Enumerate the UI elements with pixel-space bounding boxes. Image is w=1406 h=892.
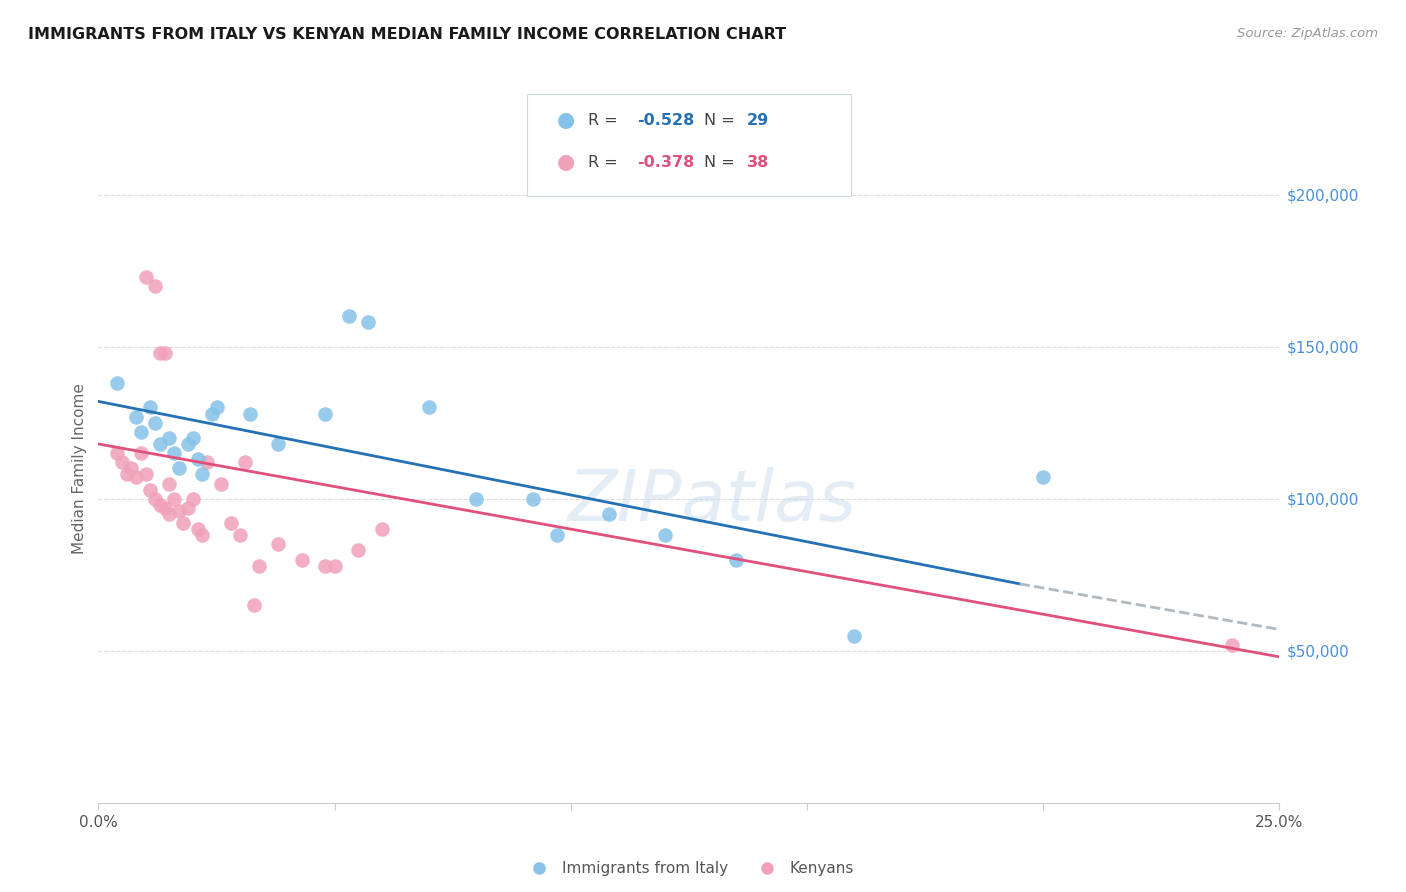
Point bbox=[167, 504, 190, 518]
Point bbox=[195, 455, 218, 469]
Point bbox=[135, 467, 157, 482]
Point bbox=[1032, 470, 1054, 484]
Point bbox=[465, 491, 488, 506]
Point bbox=[172, 516, 194, 530]
Point bbox=[1220, 638, 1243, 652]
Point bbox=[267, 437, 290, 451]
Point bbox=[219, 516, 242, 530]
Point bbox=[314, 407, 336, 421]
Point bbox=[418, 401, 440, 415]
Text: -0.528: -0.528 bbox=[637, 113, 695, 128]
Point bbox=[139, 483, 162, 497]
Point bbox=[191, 467, 214, 482]
Point bbox=[290, 552, 312, 566]
Point bbox=[347, 543, 370, 558]
Point bbox=[163, 491, 186, 506]
Point bbox=[191, 528, 214, 542]
Point bbox=[229, 528, 252, 542]
Y-axis label: Median Family Income: Median Family Income bbox=[72, 383, 87, 554]
Text: Source: ZipAtlas.com: Source: ZipAtlas.com bbox=[1237, 27, 1378, 40]
Point bbox=[105, 376, 128, 391]
Point bbox=[153, 345, 176, 359]
Point bbox=[267, 537, 290, 551]
Point bbox=[181, 491, 204, 506]
Text: ●: ● bbox=[557, 153, 575, 172]
Point bbox=[153, 500, 176, 515]
Point bbox=[139, 401, 162, 415]
Text: N =: N = bbox=[704, 155, 741, 169]
Point bbox=[522, 491, 544, 506]
Point bbox=[105, 446, 128, 460]
Point bbox=[314, 558, 336, 573]
Point bbox=[243, 598, 266, 612]
Point bbox=[149, 498, 172, 512]
Point bbox=[143, 278, 166, 293]
Point bbox=[157, 431, 180, 445]
Point bbox=[163, 446, 186, 460]
Point bbox=[371, 522, 394, 536]
Text: R =: R = bbox=[588, 113, 623, 128]
Point bbox=[844, 628, 866, 642]
Point bbox=[181, 431, 204, 445]
Point bbox=[205, 401, 228, 415]
Point bbox=[135, 269, 157, 284]
Text: R =: R = bbox=[588, 155, 623, 169]
Point bbox=[598, 507, 620, 521]
Point bbox=[323, 558, 346, 573]
Text: 29: 29 bbox=[747, 113, 769, 128]
Point bbox=[654, 528, 676, 542]
Text: ZIPatlas: ZIPatlas bbox=[568, 467, 858, 536]
Point bbox=[129, 425, 152, 439]
Text: IMMIGRANTS FROM ITALY VS KENYAN MEDIAN FAMILY INCOME CORRELATION CHART: IMMIGRANTS FROM ITALY VS KENYAN MEDIAN F… bbox=[28, 27, 786, 42]
Point bbox=[201, 407, 224, 421]
Point bbox=[725, 552, 748, 566]
Point bbox=[129, 446, 152, 460]
Point bbox=[177, 437, 200, 451]
Point bbox=[546, 528, 568, 542]
Text: -0.378: -0.378 bbox=[637, 155, 695, 169]
Point bbox=[233, 455, 256, 469]
Point bbox=[149, 345, 172, 359]
Point bbox=[167, 461, 190, 475]
Point bbox=[143, 416, 166, 430]
Point bbox=[357, 315, 380, 329]
Point bbox=[125, 470, 148, 484]
Point bbox=[121, 461, 143, 475]
Point bbox=[111, 455, 134, 469]
Point bbox=[337, 310, 360, 324]
Text: 38: 38 bbox=[747, 155, 769, 169]
Point bbox=[149, 437, 172, 451]
Point bbox=[209, 476, 232, 491]
Point bbox=[157, 476, 180, 491]
Legend: Immigrants from Italy, Kenyans: Immigrants from Italy, Kenyans bbox=[517, 855, 860, 882]
Point bbox=[239, 407, 262, 421]
Point bbox=[125, 409, 148, 424]
Point bbox=[187, 522, 209, 536]
Point bbox=[247, 558, 270, 573]
Point bbox=[157, 507, 180, 521]
Text: ●: ● bbox=[557, 111, 575, 130]
Point bbox=[177, 500, 200, 515]
Point bbox=[187, 452, 209, 467]
Point bbox=[143, 491, 166, 506]
Point bbox=[115, 467, 138, 482]
Text: N =: N = bbox=[704, 113, 741, 128]
